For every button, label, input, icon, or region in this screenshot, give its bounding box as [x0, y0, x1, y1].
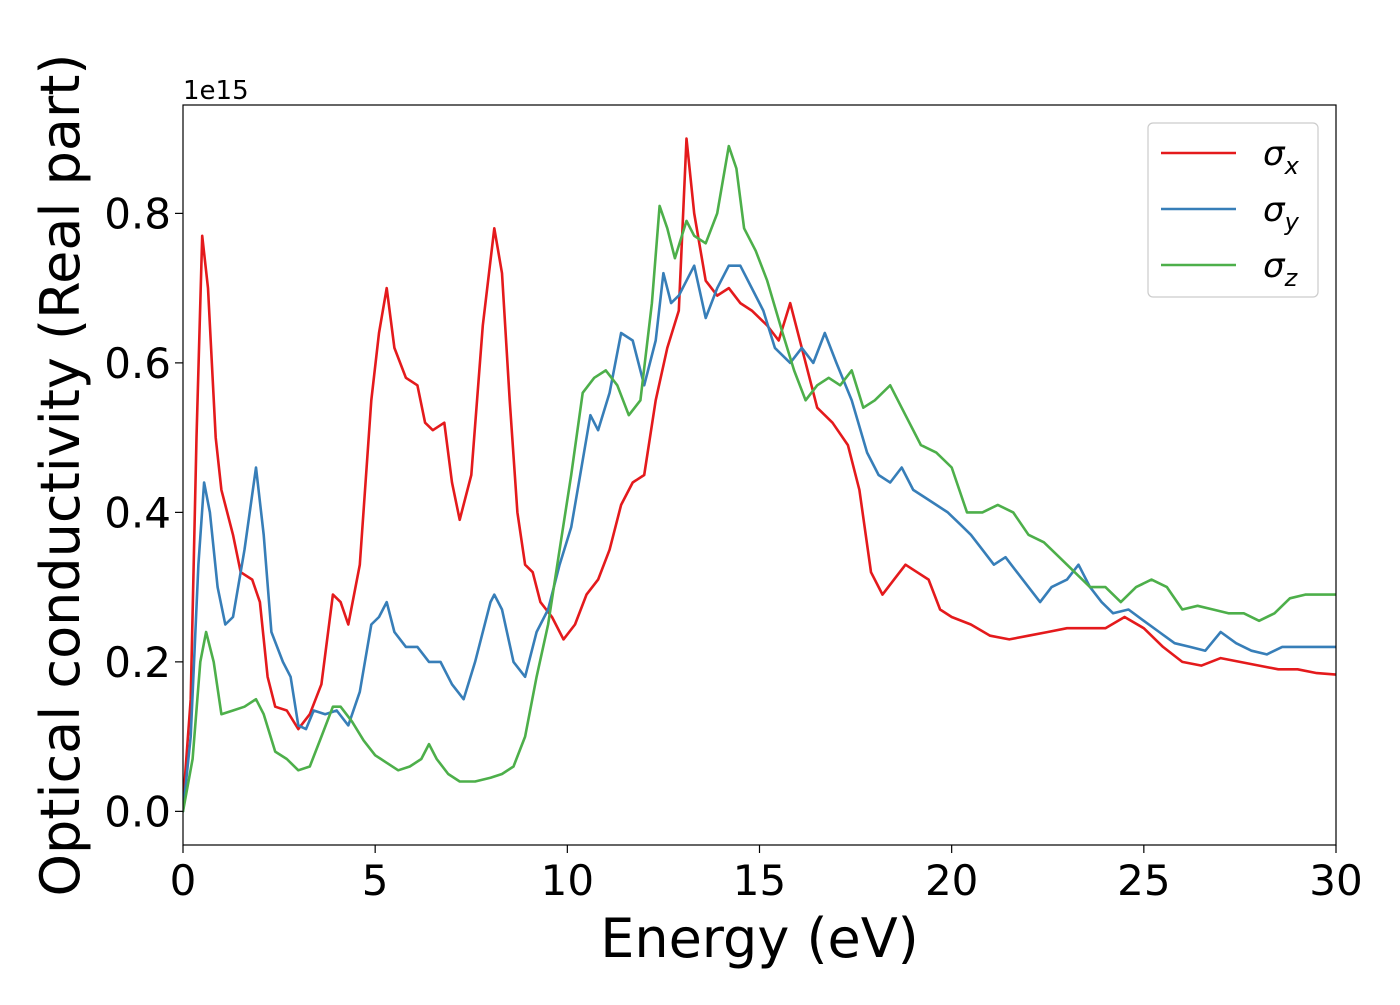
x-tick-label: 30 — [1309, 856, 1362, 905]
series-layer — [183, 137, 1336, 813]
legend-symbol: σ — [1263, 134, 1286, 174]
y-axis-title: Optical conductivity (Real part) — [29, 54, 92, 897]
series-line-z — [183, 144, 1336, 813]
legend-symbol: σ — [1263, 246, 1286, 286]
x-tick-label: 25 — [1117, 856, 1170, 905]
legend-label-y: σy — [1263, 190, 1300, 236]
series-line-x — [183, 137, 1336, 806]
legend-symbol: σ — [1263, 190, 1286, 230]
x-axis: 0 5 10 15 20 25 30 — [170, 845, 1363, 905]
legend-subscript: x — [1284, 152, 1300, 180]
legend-label-x: σx — [1263, 134, 1300, 180]
y-tick-label: 0.2 — [104, 638, 171, 687]
y-axis: 0.0 0.2 0.4 0.6 0.8 — [104, 189, 183, 836]
y-tick-label: 0.4 — [104, 488, 171, 537]
legend-subscript: y — [1284, 208, 1300, 236]
y-tick-label: 0.0 — [104, 787, 171, 836]
legend-label-z: σz — [1263, 246, 1299, 292]
x-tick-label: 15 — [733, 856, 786, 905]
y-tick-label: 0.8 — [104, 189, 171, 238]
series-line-y — [183, 264, 1336, 813]
x-tick-label: 20 — [925, 856, 978, 905]
x-tick-label: 0 — [170, 856, 197, 905]
y-tick-label: 0.6 — [104, 339, 171, 388]
x-tick-label: 10 — [541, 856, 594, 905]
legend-subscript: z — [1284, 264, 1299, 292]
x-tick-label: 5 — [362, 856, 389, 905]
y-axis-offset-label: 1e15 — [183, 76, 249, 106]
x-axis-title: Energy (eV) — [600, 907, 919, 970]
